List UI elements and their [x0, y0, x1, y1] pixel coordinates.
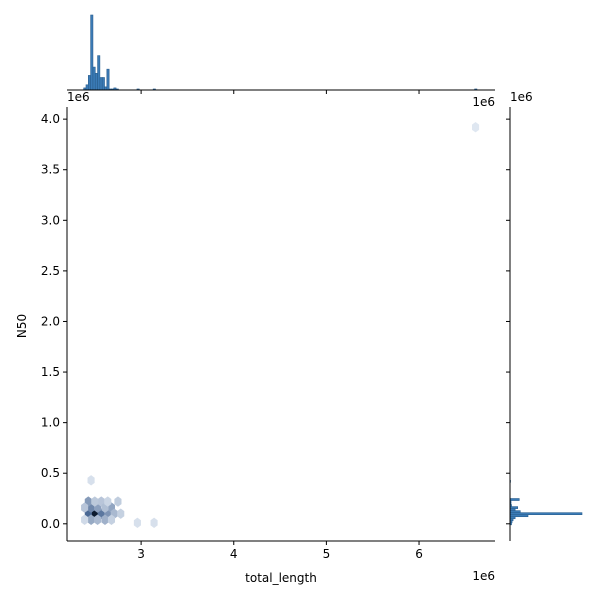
hexbin-cell: [94, 514, 102, 525]
y-tick-label: 0.0: [41, 517, 60, 531]
y-tick-label: 2.0: [41, 314, 60, 328]
y-tick-label: 2.5: [41, 264, 60, 278]
x-axis-label: total_length: [245, 571, 317, 585]
marginal-y-bar: [509, 512, 583, 515]
hexbin-cell: [114, 496, 122, 507]
hexbin-cell: [117, 508, 125, 519]
hexbin-cell: [81, 514, 89, 525]
x-offset-label: 1e6: [472, 569, 495, 583]
marginal-x-bar: [92, 66, 96, 91]
marginal-y-bar: [509, 508, 516, 511]
x-tick-label: 5: [323, 547, 331, 561]
hexbin-cell: [87, 514, 95, 525]
marginal-y-bar: [509, 510, 521, 513]
y-tick-label: 1.5: [41, 365, 60, 379]
hexbin-cell: [91, 496, 99, 507]
y-tick-label: 0.5: [41, 466, 60, 480]
marginal-x-bar: [97, 55, 101, 91]
marginal-x-bar: [94, 73, 98, 91]
marginal-x-bar: [99, 77, 103, 91]
marginal-x-offset-label: 1e6: [472, 95, 495, 109]
marginal-x-bar: [88, 75, 91, 91]
y-offset-label: 1e6: [67, 90, 90, 104]
marginal-x-bar: [106, 68, 110, 91]
hexbin-cell: [87, 475, 95, 486]
y-axis-label: N50: [15, 314, 29, 338]
marginal-y-bar: [509, 516, 516, 520]
hexbin-cell: [471, 122, 480, 133]
main-axes: 3 4 5 6 0.0 0.5 1.0 1.5 2.0 2.5 3.0 3.5 4.0: [41, 90, 510, 561]
y-tick-label: 3.0: [41, 213, 60, 227]
marginal-y-bar: [509, 498, 520, 501]
marginal-y-bar: [509, 514, 529, 518]
y-tick-label: 4.0: [41, 112, 60, 126]
x-tick-label: 4: [230, 547, 238, 561]
hexbin-cell: [101, 514, 109, 525]
marginal-y-offset-label: 1e6: [510, 90, 533, 104]
y-tick-label: 3.5: [41, 163, 60, 177]
hexbin-cell: [107, 514, 116, 525]
x-tick-label: 3: [137, 547, 145, 561]
x-tick-label: 6: [415, 547, 423, 561]
hexbin-cell: [104, 496, 112, 507]
hexbin-layer: [81, 122, 480, 528]
y-tick-label: 1.0: [41, 416, 60, 430]
hexbin-cell: [133, 517, 141, 528]
marginal-x-bar: [101, 77, 105, 91]
marginal-x-bar: [90, 14, 94, 91]
marginal-y-histogram: [509, 107, 583, 541]
marginal-y-bar: [509, 506, 519, 509]
hexbin-cell: [150, 517, 158, 528]
hexbin-cell: [81, 502, 89, 513]
marginal-x-histogram: [67, 14, 495, 91]
